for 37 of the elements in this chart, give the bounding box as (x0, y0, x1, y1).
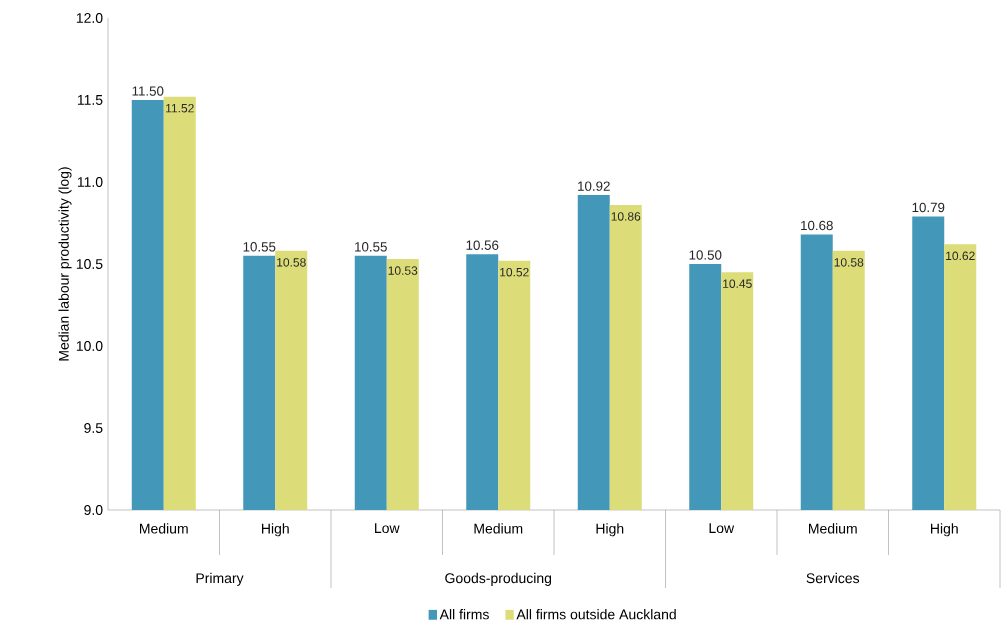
y-axis-title: Median labour productivity (log) (58, 167, 72, 361)
x-tick-label: Low (375, 523, 400, 534)
data-label: 10.52 (500, 267, 529, 277)
data-label: 10.50 (689, 250, 722, 260)
legend-label: All firms (439, 609, 489, 620)
text: Services (806, 572, 860, 584)
x-tick-label: Medium (809, 523, 857, 534)
data-label: 10.68 (801, 220, 833, 231)
x-tick-label: Medium (140, 523, 188, 534)
data-label: 10.62 (946, 251, 975, 261)
y-tick-label: 11.5 (77, 95, 103, 105)
data-label: 11.50 (132, 86, 164, 96)
text: Primary (196, 572, 244, 586)
data-label: 10.58 (834, 258, 864, 267)
data-label: 10.45 (723, 279, 752, 288)
data-label: 10.58 (277, 258, 306, 267)
x-tick-label: Medium (474, 523, 523, 534)
data-label: 11.52 (166, 103, 194, 113)
x-tick-label: High (931, 523, 958, 537)
y-tick-label: 10.0 (76, 341, 103, 351)
x-tick-label: High (596, 523, 624, 537)
data-label: 10.55 (243, 242, 276, 252)
x-tick-label: High (262, 523, 289, 537)
data-label: 10.86 (611, 212, 641, 221)
data-label: 10.92 (578, 181, 610, 191)
y-tick-label: 9.0 (84, 505, 103, 515)
y-tick-label: 11.0 (77, 177, 103, 187)
x-tick-label: Low (709, 523, 735, 534)
legend-label: All firms outside Auckland (516, 609, 676, 620)
data-label: 10.53 (388, 266, 418, 275)
data-label: 10.79 (912, 202, 945, 213)
y-tick-label: 10.5 (76, 259, 103, 269)
text: Goods-producing (445, 572, 552, 586)
y-tick-label: 9.5 (84, 423, 103, 433)
data-label: 10.56 (466, 240, 499, 250)
y-tick-label: 12.0 (76, 13, 103, 23)
data-label: 10.55 (355, 242, 387, 252)
